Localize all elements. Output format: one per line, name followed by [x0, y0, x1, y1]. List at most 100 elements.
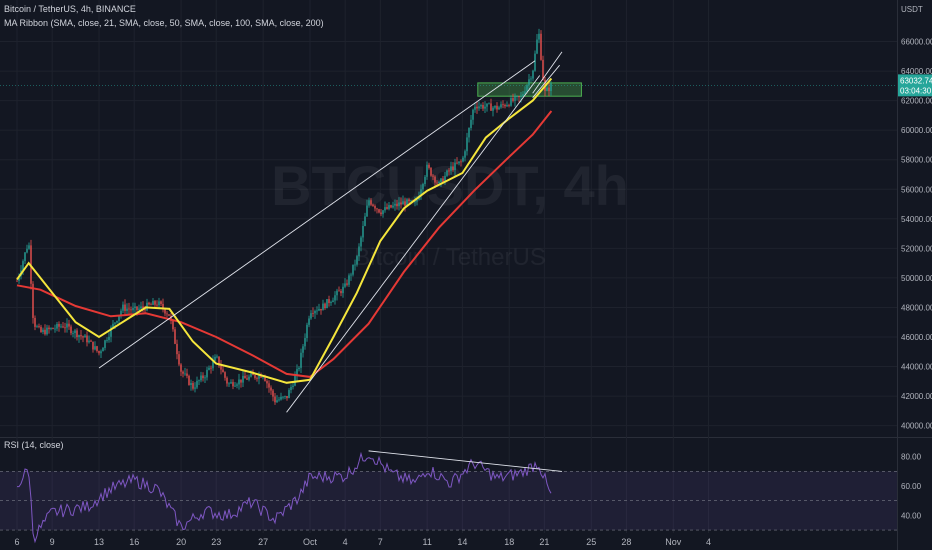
candle-body — [356, 256, 358, 265]
candle-body — [116, 320, 118, 323]
candle-body — [400, 202, 402, 205]
candle-body — [196, 380, 198, 388]
x-tick-label: 4 — [706, 537, 711, 547]
candle-body — [314, 310, 316, 314]
candle-body — [342, 286, 344, 294]
candle-body — [230, 382, 232, 384]
candle-body — [220, 365, 222, 370]
candle-body — [460, 161, 462, 163]
candle-body — [346, 283, 348, 285]
candle-body — [258, 374, 260, 379]
candle-body — [338, 290, 340, 292]
candle-body — [44, 329, 46, 335]
candle-body — [290, 386, 292, 391]
candle-body — [452, 166, 454, 171]
candle-body — [438, 181, 440, 183]
candle-body — [446, 170, 448, 176]
candle-body — [114, 322, 116, 324]
candle-body — [108, 336, 110, 341]
candle-body — [222, 369, 224, 373]
candle-body — [490, 103, 492, 111]
candle-body — [266, 381, 268, 384]
candle-body — [62, 326, 64, 328]
candle-body — [534, 53, 536, 71]
rsi-band — [0, 471, 897, 531]
candle-body — [300, 352, 302, 368]
candle-body — [70, 326, 72, 334]
candle-body — [50, 328, 52, 330]
candle-body — [360, 237, 362, 247]
candle-body — [270, 387, 272, 391]
candle-body — [208, 367, 210, 370]
y-tick-label: 50000.00 — [901, 274, 932, 283]
candle-body — [512, 98, 514, 101]
candle-body — [224, 372, 226, 378]
candle-body — [344, 283, 346, 287]
candle-body — [58, 323, 60, 327]
candle-body — [152, 301, 154, 305]
candle-body — [142, 306, 144, 309]
candle-body — [430, 167, 432, 176]
candle-body — [138, 308, 140, 310]
candle-body — [182, 371, 184, 374]
candle-body — [420, 189, 422, 196]
candle-body — [518, 96, 520, 98]
candle-body — [530, 78, 532, 80]
candle-body — [366, 205, 368, 217]
candle-body — [302, 346, 304, 353]
candle-body — [214, 356, 216, 361]
candle-body — [374, 205, 376, 209]
y-tick-label: 52000.00 — [901, 244, 932, 253]
candle-body — [244, 375, 246, 379]
candle-body — [394, 203, 396, 206]
candle-body — [538, 33, 540, 40]
candle-body — [362, 225, 364, 238]
candle-body — [90, 340, 92, 342]
candle-body — [328, 299, 330, 304]
indicator-legend[interactable]: MA Ribbon (SMA, close, 21, SMA, close, 5… — [4, 18, 324, 28]
y-tick-label: 48000.00 — [901, 303, 932, 312]
rsi-legend[interactable]: RSI (14, close) — [4, 440, 64, 450]
candle-body — [514, 96, 516, 101]
candle-body — [424, 176, 426, 185]
candle-body — [168, 314, 170, 316]
candle-body — [160, 301, 162, 304]
candle-body — [378, 209, 380, 213]
y-tick-label: 46000.00 — [901, 333, 932, 342]
candle-body — [38, 326, 40, 328]
candle-body — [164, 309, 166, 314]
candle-body — [32, 283, 34, 318]
candle-body — [364, 216, 366, 226]
candle-body — [496, 105, 498, 110]
candle-body — [94, 346, 96, 350]
watermark-symbol: BTCUSDT, 4h — [271, 154, 629, 217]
candle-body — [128, 308, 130, 310]
candle-body — [444, 175, 446, 183]
candle-body — [536, 39, 538, 54]
symbol-title[interactable]: Bitcoin / TetherUS, 4h, BINANCE — [4, 4, 136, 14]
candle-body — [304, 338, 306, 347]
candle-body — [398, 202, 400, 207]
candle-body — [498, 107, 500, 110]
candle-body — [148, 302, 150, 305]
candle-body — [282, 396, 284, 398]
rsi-tick-label: 40.00 — [901, 511, 922, 520]
price-tag-value: 63032.74 — [900, 76, 932, 85]
ma-fast-line — [16, 77, 553, 384]
candle-body — [298, 367, 300, 370]
candle-body — [332, 300, 334, 303]
candle-body — [454, 162, 456, 171]
x-tick-label: 27 — [258, 537, 268, 547]
candle-body — [226, 377, 228, 384]
candle-body — [92, 341, 94, 350]
candle-body — [286, 396, 288, 399]
candle-body — [40, 326, 42, 333]
x-tick-label: 28 — [621, 537, 631, 547]
x-tick-label: 7 — [378, 537, 383, 547]
y-tick-label: 64000.00 — [901, 67, 932, 76]
rsi-tick-label: 60.00 — [901, 482, 922, 491]
candle-body — [476, 106, 478, 109]
candle-body — [144, 308, 146, 311]
